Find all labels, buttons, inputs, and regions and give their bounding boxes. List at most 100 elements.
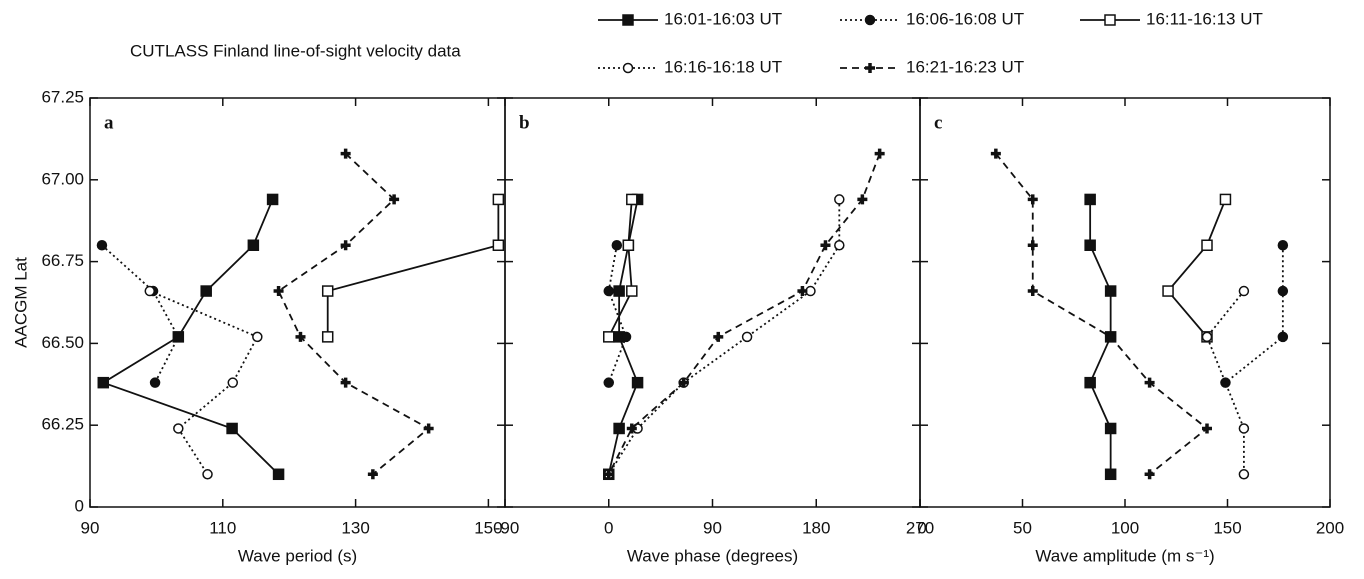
marker — [603, 285, 614, 297]
marker — [1201, 331, 1213, 343]
marker — [340, 148, 351, 159]
marker — [626, 423, 637, 434]
marker — [247, 239, 260, 251]
marker — [603, 377, 614, 388]
marker — [252, 331, 263, 343]
x-tick-label: 180 — [802, 518, 830, 537]
marker — [820, 240, 831, 251]
marker — [295, 331, 306, 342]
series-line — [1166, 199, 1227, 338]
panel-label: a — [104, 112, 114, 133]
marker — [626, 193, 638, 206]
series-line — [607, 199, 633, 338]
marker — [492, 193, 505, 206]
x-tick-label: 100 — [1111, 518, 1139, 537]
marker — [631, 376, 644, 389]
marker — [340, 240, 351, 251]
marker — [1238, 285, 1250, 297]
marker — [626, 285, 638, 297]
x-tick-label: -90 — [495, 518, 520, 537]
marker — [611, 239, 623, 251]
legend-marker — [622, 62, 634, 74]
series-line — [149, 290, 259, 475]
legend-marker — [622, 14, 634, 26]
marker — [200, 285, 212, 297]
marker — [1104, 285, 1117, 297]
marker — [367, 469, 378, 480]
marker — [857, 194, 868, 205]
marker — [144, 285, 156, 297]
marker — [340, 377, 351, 388]
series-line — [1205, 290, 1245, 475]
marker — [1238, 423, 1250, 434]
x-tick-label: 150 — [474, 518, 502, 537]
series-line — [326, 199, 500, 337]
plot-frame — [919, 97, 1331, 508]
series-line — [1224, 245, 1284, 384]
marker — [1104, 422, 1117, 435]
legend-label: 16:11-16:13 UT — [1146, 9, 1263, 28]
marker — [603, 469, 614, 480]
marker — [1220, 377, 1231, 388]
x-tick-label: 50 — [1013, 518, 1032, 537]
x-axis-label: Wave amplitude (m s⁻¹) — [1035, 546, 1214, 565]
marker — [273, 286, 284, 297]
marker — [227, 377, 239, 388]
y-tick-label: 67.00 — [41, 169, 84, 188]
marker — [173, 331, 184, 343]
legend-marker — [865, 63, 875, 73]
marker — [1084, 193, 1096, 206]
x-axis-label: Wave phase (degrees) — [627, 546, 798, 565]
legend-label: 16:01-16:03 UT — [664, 9, 782, 28]
y-tick-label: 66.25 — [41, 415, 84, 434]
marker — [613, 422, 625, 435]
series-line — [607, 153, 881, 475]
marker — [834, 239, 845, 251]
marker — [1201, 239, 1213, 251]
marker — [741, 331, 753, 343]
series-line — [607, 199, 841, 475]
marker — [321, 285, 334, 297]
marker — [613, 285, 625, 297]
series-line — [607, 245, 628, 383]
marker — [1277, 239, 1289, 251]
legend-marker — [864, 14, 876, 26]
x-axis-label: Wave period (s) — [238, 546, 357, 565]
marker — [226, 422, 238, 435]
marker — [713, 331, 724, 342]
figure-title: CUTLASS Finland line-of-sight velocity d… — [130, 41, 461, 60]
y-tick-label: 66.50 — [41, 333, 84, 352]
y-tick-label: 66.75 — [41, 251, 84, 270]
marker — [492, 239, 505, 251]
marker — [272, 468, 285, 481]
marker — [1027, 286, 1038, 297]
marker — [202, 469, 213, 480]
marker — [834, 194, 845, 205]
marker — [389, 194, 400, 205]
marker — [622, 239, 635, 251]
series-line — [995, 153, 1209, 475]
plot-frame — [504, 97, 921, 508]
marker — [1219, 193, 1232, 206]
marker — [1105, 331, 1116, 342]
marker — [1144, 469, 1155, 480]
panel-label: c — [934, 112, 942, 133]
marker — [603, 331, 615, 343]
marker — [1277, 285, 1289, 297]
x-tick-label: 200 — [1316, 518, 1344, 537]
marker — [1084, 376, 1096, 389]
marker — [321, 331, 334, 343]
x-tick-label: 110 — [209, 518, 236, 537]
marker — [1144, 377, 1155, 388]
x-tick-label: 0 — [917, 518, 926, 537]
marker — [620, 331, 632, 343]
series-line — [101, 244, 180, 384]
y-axis-label: AACGM Lat — [11, 257, 30, 348]
marker — [149, 377, 161, 388]
legend-marker — [1104, 14, 1116, 26]
marker — [678, 377, 689, 388]
marker — [1238, 469, 1250, 480]
marker — [1027, 240, 1038, 251]
marker — [423, 423, 434, 434]
